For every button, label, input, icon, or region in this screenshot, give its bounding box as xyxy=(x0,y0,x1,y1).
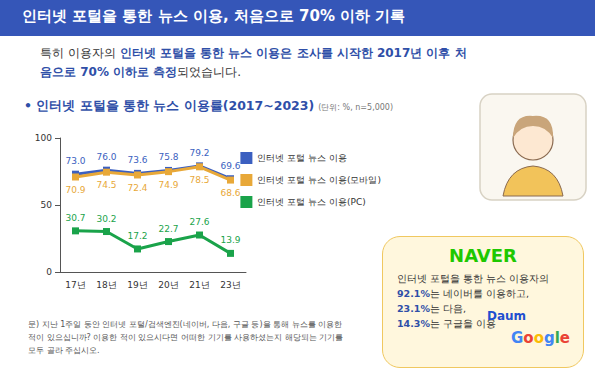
svg-text:100: 100 xyxy=(35,133,52,143)
svg-text:79.2: 79.2 xyxy=(189,148,209,158)
svg-text:21년: 21년 xyxy=(189,280,209,290)
html-text:• 인터넷 포털을 통한 뉴스 이용률(2017~2023): • 인터넷 포털을 통한 뉴스 이용률(2017~2023) (단위: %, n… xyxy=(24,98,394,113)
svg-text:19년: 19년 xyxy=(127,280,147,290)
svg-text:22.7: 22.7 xyxy=(158,224,178,234)
svg-text:18년: 18년 xyxy=(96,280,116,290)
html-text:특히 이용자의인터넷 포털을 통한 뉴스 이용은 조사를 시: 특히 이용자의인터넷 포털을 통한 뉴스 이용은 조사를 시작한 2017년 이… xyxy=(40,46,467,79)
svg-text:73.0: 73.0 xyxy=(65,156,85,166)
svg-text:0: 0 xyxy=(46,267,52,277)
svg-text:인터넷 포털 뉴스 이용(모바일): 인터넷 포털 뉴스 이용(모바일) xyxy=(257,175,381,185)
svg-text:69.6: 69.6 xyxy=(220,161,240,171)
svg-text:70.9: 70.9 xyxy=(65,185,85,195)
svg-text:73.6: 73.6 xyxy=(127,155,147,165)
svg-text:23년: 23년 xyxy=(220,280,240,290)
html-text:23.1%는 다음,: 23.1%는 다음, xyxy=(397,303,466,314)
html-text:NAVER: NAVER xyxy=(449,245,517,266)
html-text:Daum: Daum xyxy=(487,309,527,323)
svg-text:74.9: 74.9 xyxy=(158,180,178,190)
svg-text:30.2: 30.2 xyxy=(96,214,116,224)
html-text:인터넷 포털을 통한 뉴스 이용자의: 인터넷 포털을 통한 뉴스 이용자의 xyxy=(397,273,550,284)
html-text:92.1%는 네이버를 이용하고,: 92.1%는 네이버를 이용하고, xyxy=(397,288,529,299)
html-text:14.3%는 구글을 이용: 14.3%는 구글을 이용 xyxy=(397,318,496,329)
svg-text:75.8: 75.8 xyxy=(158,152,178,162)
html-text:인터넷 포털을 통한 뉴스 이용, 처음으로 70% 이하: 인터넷 포털을 통한 뉴스 이용, 처음으로 70% 이하 기록 xyxy=(22,7,406,25)
svg-text:17년: 17년 xyxy=(65,280,85,290)
svg-text:68.6: 68.6 xyxy=(220,188,240,198)
svg-text:17.2: 17.2 xyxy=(127,231,147,241)
svg-text:인터넷 포털 뉴스 이용(PC): 인터넷 포털 뉴스 이용(PC) xyxy=(257,197,365,207)
svg-text:30.7: 30.7 xyxy=(65,213,85,223)
svg-text:13.9: 13.9 xyxy=(220,235,240,245)
html-text:문) 지난 1주일 동안 인터넷 포털/검색엔진(네이버,: 문) 지난 1주일 동안 인터넷 포털/검색엔진(네이버, 다음, 구글 등)을… xyxy=(28,320,344,355)
svg-text:20년: 20년 xyxy=(158,280,178,290)
svg-text:72.4: 72.4 xyxy=(127,183,147,193)
svg-text:27.6: 27.6 xyxy=(189,217,209,227)
svg-text:76.0: 76.0 xyxy=(96,152,116,162)
svg-text:74.5: 74.5 xyxy=(96,180,116,190)
svg-text:50: 50 xyxy=(41,200,53,210)
svg-text:인터넷 포털 뉴스 이용: 인터넷 포털 뉴스 이용 xyxy=(257,153,347,163)
svg-text:78.5: 78.5 xyxy=(189,175,209,185)
html-text:G o o g l e: G o o g l e xyxy=(511,329,570,347)
